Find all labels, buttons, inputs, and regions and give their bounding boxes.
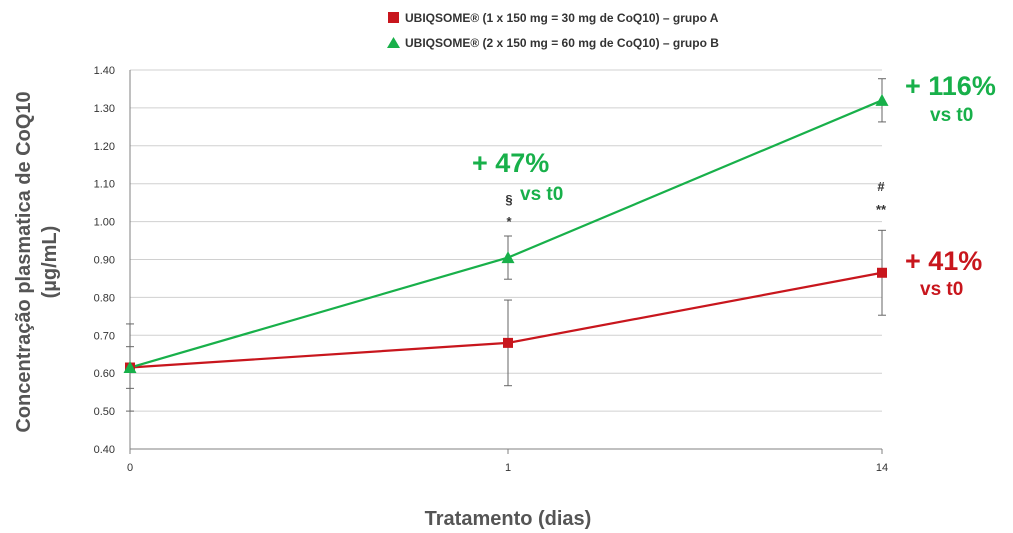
y-tick-labels: 0.40 0.50 0.60 0.70 0.80 0.90 1.00 1.10 1.20 1.30… xyxy=(94,65,115,456)
x-tick-label: 14 xyxy=(876,462,888,474)
significance-day14-hash: # xyxy=(877,179,885,194)
legend: UBIQSOME® (1 x 150 mg = 30 mg de CoQ10) … xyxy=(387,11,719,50)
annotation-group-a-day14-percent: + 41% xyxy=(905,246,982,276)
annotation-group-b-day14-percent: + 116% xyxy=(905,71,996,101)
legend-marker-triangle xyxy=(387,37,400,48)
x-tick-label: 1 xyxy=(505,462,511,474)
y-tick-label: 0.90 xyxy=(94,255,115,267)
annotation-group-b-day1-vs: vs t0 xyxy=(520,184,563,205)
x-axis-title: Tratamento (dias) xyxy=(425,508,592,530)
significance-day1-asterisk: * xyxy=(506,214,512,229)
y-axis-title-line1: Concentração plasmatica de CoQ10 xyxy=(13,91,35,432)
legend-label-group-a: UBIQSOME® (1 x 150 mg = 30 mg de CoQ10) … xyxy=(405,11,719,25)
y-tick-label: 0.80 xyxy=(94,292,115,304)
y-tick-label: 1.10 xyxy=(94,179,115,191)
y-tick-label: 0.40 xyxy=(94,444,115,456)
legend-label-group-b: UBIQSOME® (2 x 150 mg = 60 mg de CoQ10) … xyxy=(405,36,719,50)
data-point-group-a xyxy=(503,337,513,348)
annotation-group-b-day14-vs: vs t0 xyxy=(930,105,973,126)
significance-day14-asterisks: ** xyxy=(876,202,887,217)
series-markers xyxy=(123,93,889,374)
series-line-group-a xyxy=(129,271,883,369)
data-point-group-b xyxy=(875,93,889,106)
y-tick-label: 1.40 xyxy=(94,65,115,77)
significance-day1-section: § xyxy=(505,192,512,207)
y-tick-label: 0.70 xyxy=(94,330,115,342)
series-lines xyxy=(129,99,883,369)
y-tick-label: 0.60 xyxy=(94,368,115,380)
series-line-group-b xyxy=(129,99,883,369)
x-tick-label: 0 xyxy=(127,462,133,474)
y-tick-label: 1.20 xyxy=(94,141,115,153)
data-point-group-b xyxy=(501,251,515,264)
y-axis-title-line2: (µg/mL) xyxy=(39,226,61,299)
x-tick-labels: 0 1 14 xyxy=(127,462,888,474)
legend-marker-square xyxy=(388,12,399,23)
y-tick-label: 1.30 xyxy=(94,103,115,115)
y-tick-label: 1.00 xyxy=(94,217,115,229)
data-point-group-b xyxy=(123,361,137,374)
annotation-group-a-day14-vs: vs t0 xyxy=(920,279,963,300)
y-tick-label: 0.50 xyxy=(94,406,115,418)
annotation-group-b-day1-percent: + 47% xyxy=(472,148,549,178)
data-point-group-a xyxy=(877,267,887,278)
